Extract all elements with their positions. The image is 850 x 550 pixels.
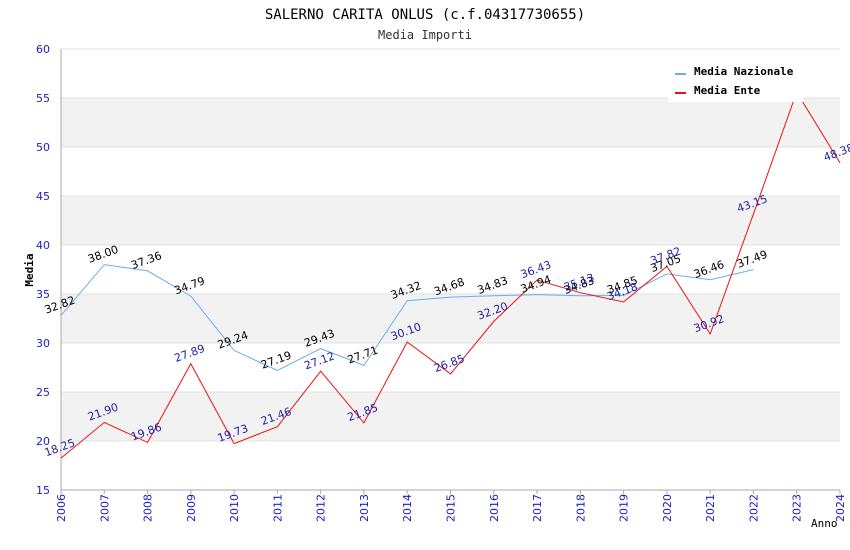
axes — [60, 49, 841, 494]
x-tick-labels: 2006 2007 2008 2009 2010 2011 2012 2013 2014 2015… — [55, 494, 847, 522]
data-label-media-nazionale-2016: 34.83 — [476, 274, 510, 297]
chart-subtitle: Media Importi — [378, 28, 472, 42]
data-label-media-nazionale-2011: 27.19 — [259, 349, 293, 372]
y-tick-40: 40 — [36, 239, 50, 252]
background-bands — [61, 98, 840, 441]
y-tick-labels: 15 20 25 30 35 40 45 50 55 60 — [36, 43, 50, 497]
band-40 — [61, 196, 840, 245]
x-tick-2019: 2019 — [618, 494, 631, 522]
x-tick-2024: 2024 — [834, 494, 847, 522]
x-tick-2013: 2013 — [358, 494, 371, 522]
y-tick-25: 25 — [36, 386, 50, 399]
y-axis-label: Media — [23, 253, 36, 286]
y-tick-30: 30 — [36, 337, 50, 350]
y-tick-15: 15 — [36, 484, 50, 497]
data-label-media-nazionale-2007: 38.00 — [86, 243, 120, 266]
x-tick-2016: 2016 — [488, 494, 501, 522]
x-axis-label: Anno — [811, 517, 838, 530]
x-tick-2010: 2010 — [228, 494, 241, 522]
series-line-media-ente — [60, 90, 841, 459]
data-label-media-ente-2015: 26.85 — [432, 352, 466, 375]
x-tick-2022: 2022 — [747, 494, 760, 522]
y-tick-35: 35 — [36, 288, 50, 301]
x-tick-2011: 2011 — [271, 494, 284, 522]
data-label-media-nazionale-2013: 27.71 — [346, 344, 380, 367]
legend-label-media-ente: Media Ente — [694, 84, 761, 97]
x-tick-2023: 2023 — [791, 494, 804, 522]
y-tick-55: 55 — [36, 92, 50, 105]
y-tick-45: 45 — [36, 190, 50, 203]
data-label-media-ente-2009: 27.89 — [173, 342, 207, 365]
y-tick-20: 20 — [36, 435, 50, 448]
x-tick-2018: 2018 — [574, 494, 587, 522]
series-lines — [60, 90, 841, 459]
x-tick-2017: 2017 — [531, 494, 544, 522]
x-tick-2014: 2014 — [401, 494, 414, 522]
legend: Media Nazionale Media Ente — [668, 58, 804, 102]
series-line-media-nazionale — [60, 264, 754, 372]
y-tick-60: 60 — [36, 43, 50, 56]
x-tick-2021: 2021 — [704, 494, 717, 522]
y-tick-50: 50 — [36, 141, 50, 154]
chart-title: SALERNO CARITA ONLUS (c.f.04317730655) — [265, 7, 585, 23]
x-tick-2008: 2008 — [142, 494, 155, 522]
x-tick-2007: 2007 — [98, 494, 111, 522]
band-20 — [61, 392, 840, 441]
x-tick-2012: 2012 — [315, 494, 328, 522]
x-tick-2015: 2015 — [445, 494, 458, 522]
x-tick-2006: 2006 — [55, 494, 68, 522]
data-label-media-ente-2012: 27.12 — [302, 349, 336, 372]
band-50 — [61, 98, 840, 147]
x-tick-2020: 2020 — [661, 494, 674, 522]
x-tick-2009: 2009 — [185, 494, 198, 522]
data-label-media-nazionale-2008: 37.36 — [129, 249, 163, 272]
legend-background — [668, 58, 804, 102]
legend-label-media-nazionale: Media Nazionale — [694, 65, 794, 78]
